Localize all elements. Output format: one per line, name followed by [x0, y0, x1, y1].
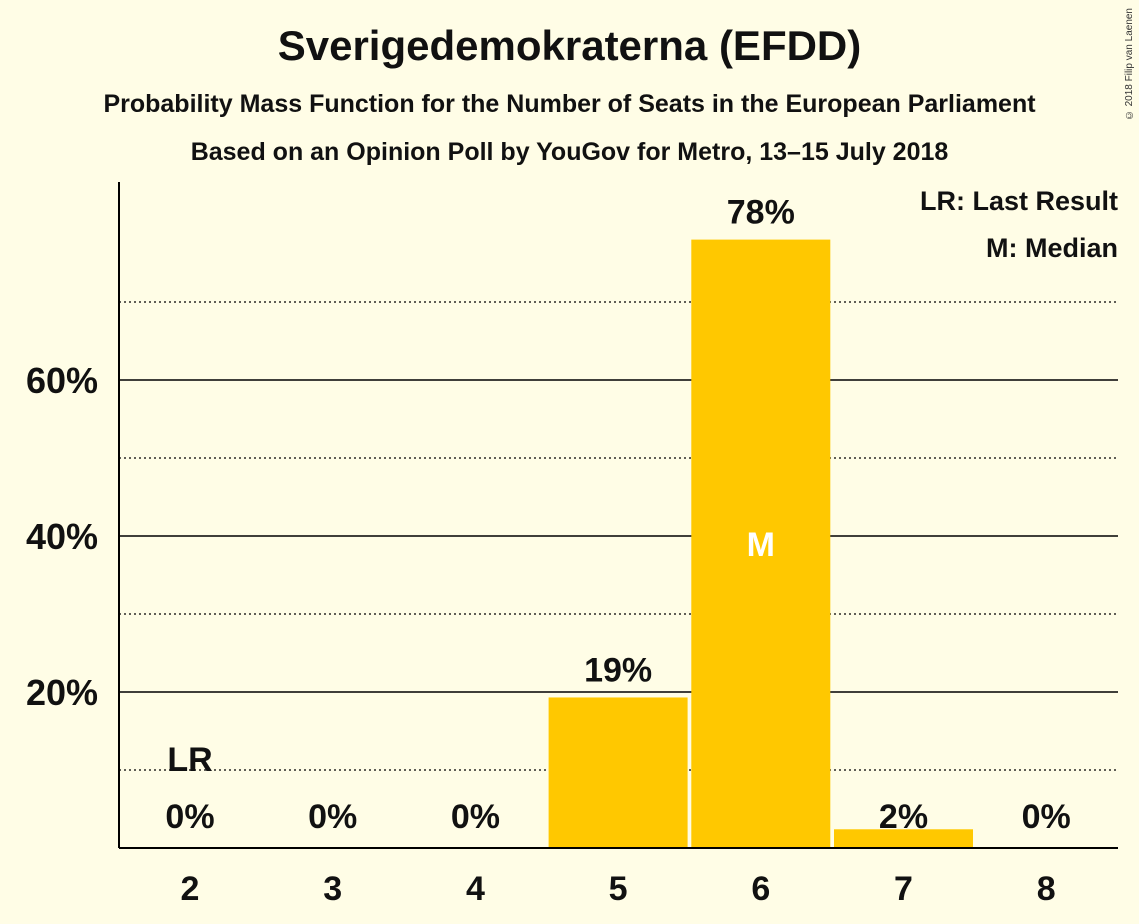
median-marker: M — [747, 526, 775, 564]
last-result-marker: LR — [167, 741, 212, 779]
x-tick-label: 4 — [466, 870, 485, 908]
x-tick-label: 5 — [609, 870, 628, 908]
x-tick-label: 3 — [323, 870, 342, 908]
chart-subtitle-poll: Based on an Opinion Poll by YouGov for M… — [190, 138, 949, 166]
x-tick-label: 8 — [1037, 870, 1056, 908]
bar-value-label: 2% — [879, 798, 928, 836]
y-tick-label: 20% — [26, 672, 98, 713]
bar-value-label: 0% — [1022, 798, 1071, 836]
bar — [834, 829, 973, 848]
chart-subtitle: Probability Mass Function for the Number… — [103, 90, 1036, 118]
bar-value-label: 0% — [308, 798, 357, 836]
y-tick-label: 60% — [26, 360, 98, 401]
legend-last-result: LR: Last Result — [920, 186, 1118, 216]
bar-value-label: 19% — [584, 651, 652, 689]
x-tick-label: 6 — [751, 870, 770, 908]
bar — [691, 239, 831, 849]
bar — [548, 697, 688, 848]
legend-median: M: Median — [986, 233, 1118, 263]
bar-value-label: 0% — [451, 798, 500, 836]
bar-value-label: 78% — [727, 194, 795, 232]
bar-value-label: 0% — [165, 798, 214, 836]
x-tick-label: 2 — [181, 870, 200, 908]
y-tick-label: 40% — [26, 516, 98, 557]
chart-title: Sverigedemokraterna (EFDD) — [277, 22, 862, 69]
x-tick-label: 7 — [894, 870, 913, 908]
